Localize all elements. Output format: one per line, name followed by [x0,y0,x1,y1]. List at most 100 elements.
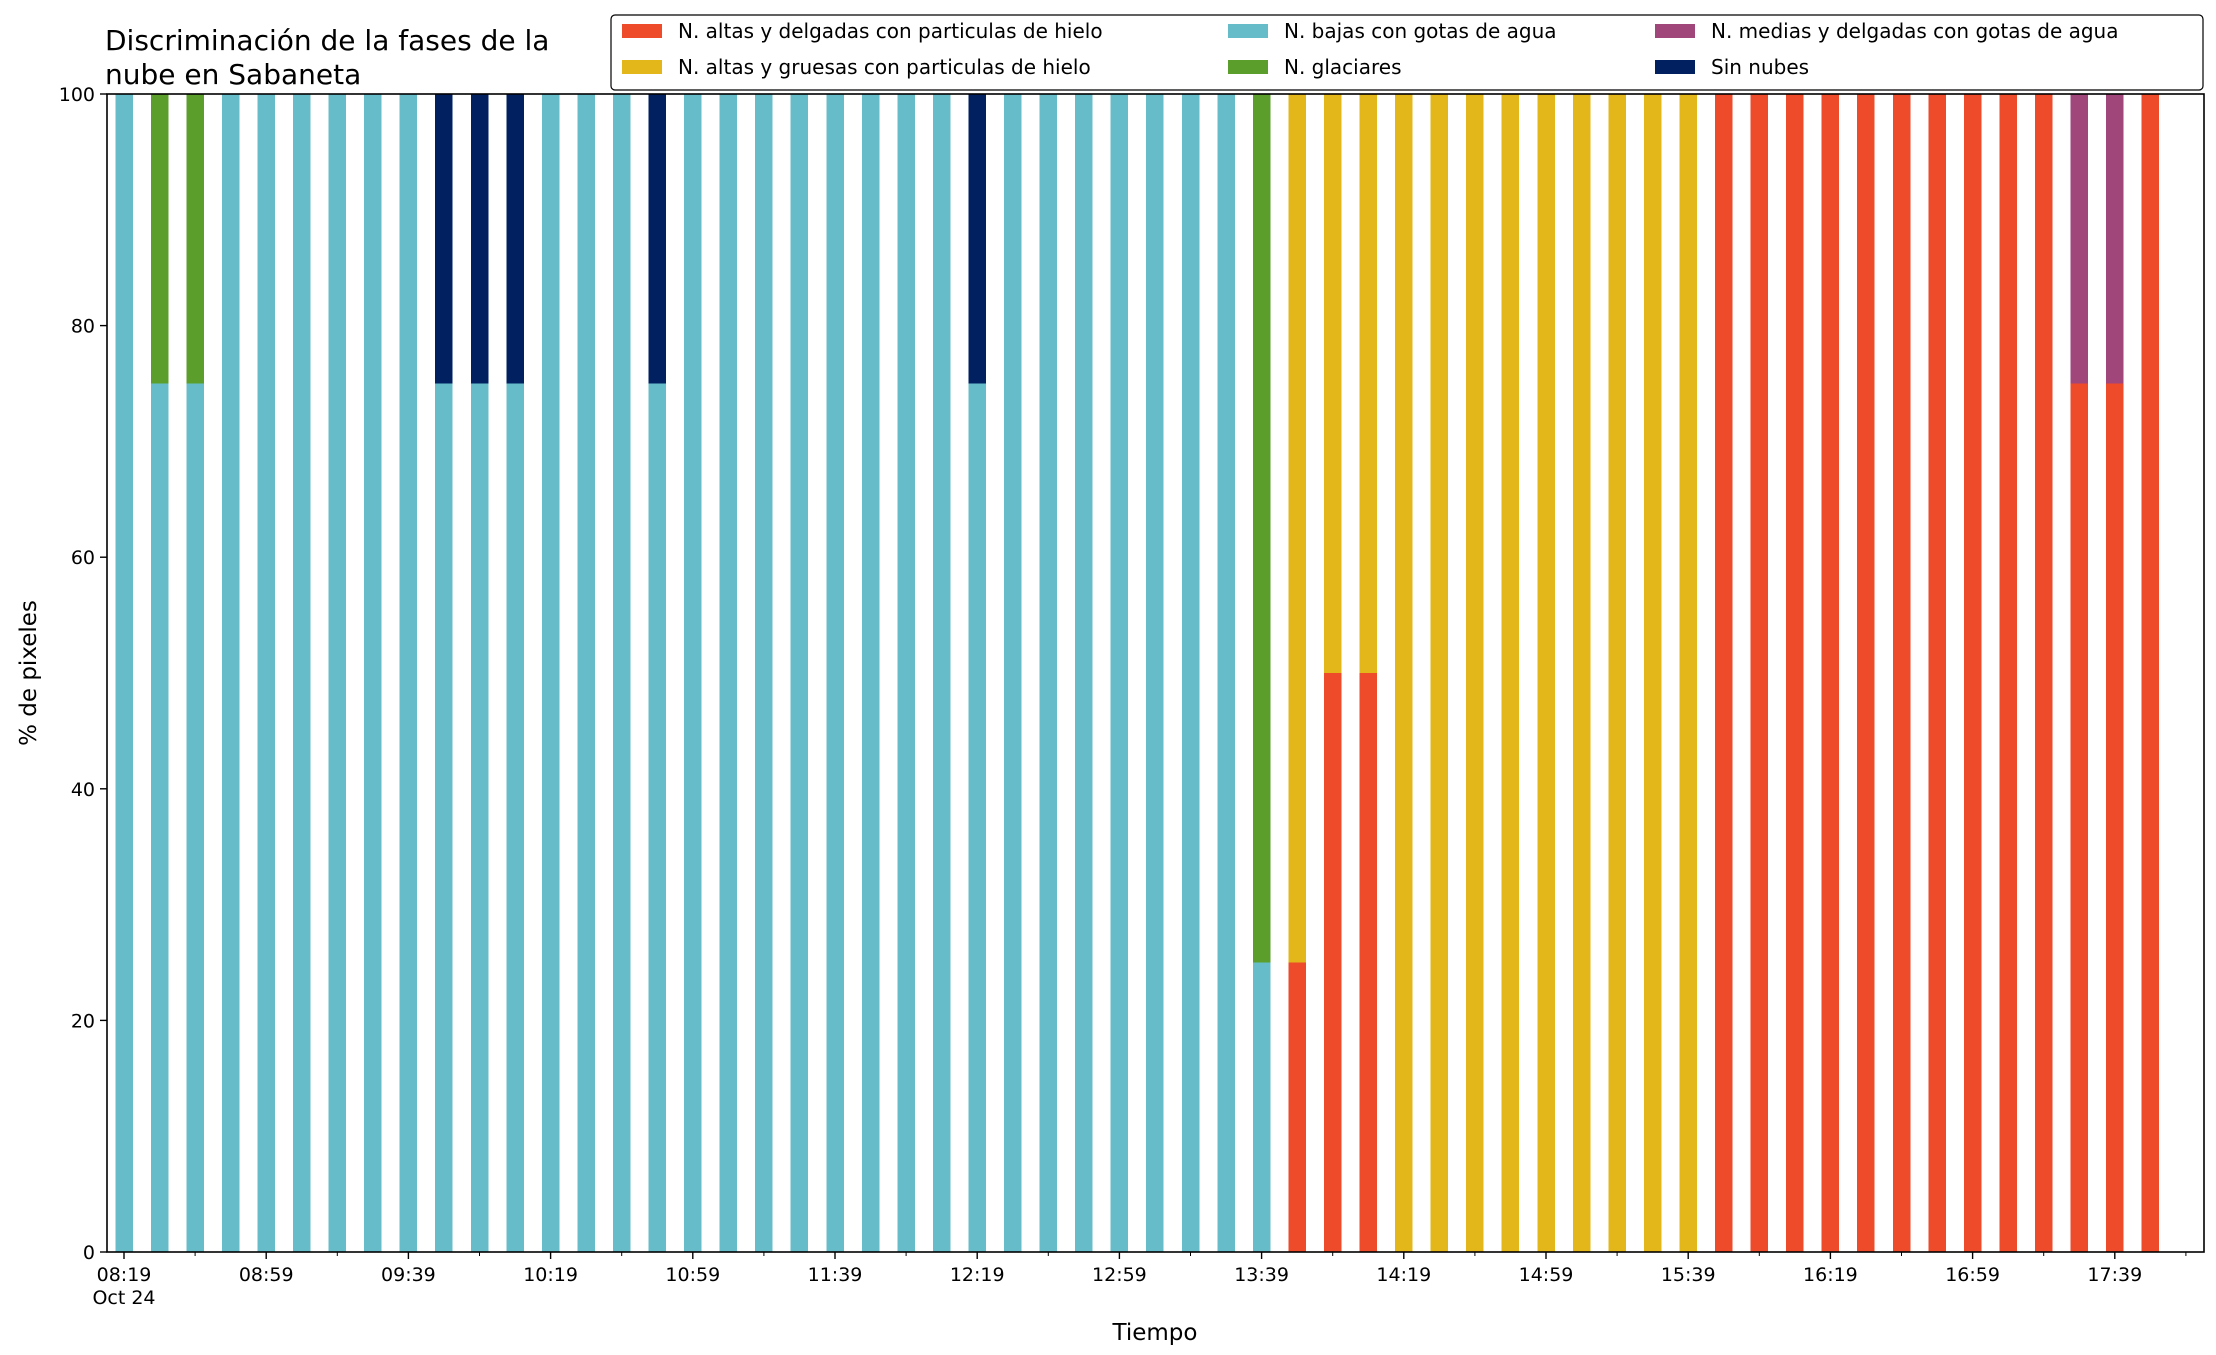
chart-title-line-1: Discriminación de la fases de la [105,24,549,57]
bar-segment-altas_delgadas [1750,94,1769,1252]
bar-segment-bajas [612,94,631,1252]
bar-segment-bajas [1039,94,1058,1252]
bar-segment-altas_gruesas [1359,94,1377,673]
bar-segment-altas_delgadas [1288,962,1306,1252]
x-tick-date-label: Oct 24 [92,1287,155,1309]
bar-segment-altas_gruesas [1466,94,1484,1252]
x-tick-label: 08:59 [239,1264,294,1286]
chart-title-line-2: nube en Sabaneta [105,58,361,91]
y-tick-label: 0 [83,1242,95,1264]
x-tick-label: 08:19 [97,1264,152,1286]
y-tick-label: 40 [71,779,95,801]
chart-title: Discriminación de la fases de la nube en… [105,24,549,91]
bar-segment-bajas [897,94,915,1252]
x-tick-label: 10:19 [523,1264,578,1286]
x-tick-label: 16:59 [1945,1264,2000,1286]
bar-segment-bajas [648,383,666,1252]
bar-segment-bajas [1217,94,1235,1252]
legend-swatch-altas_delgadas [622,24,662,38]
y-tick-label: 20 [71,1010,95,1032]
bar-segment-bajas [1181,94,1200,1252]
bar-segment-bajas [399,94,418,1252]
bar-segment-medias [2070,94,2088,384]
bar-segment-bajas [150,383,169,1252]
bar-segment-altas_delgadas [2070,383,2088,1252]
bar-segment-altas_delgadas [1786,94,1804,1252]
x-axis-label: Tiempo [1112,1320,1198,1346]
bar-segment-bajas [719,94,738,1252]
bar-segment-altas_gruesas [1643,94,1662,1252]
bar-segment-altas_delgadas [1821,94,1840,1252]
bar-segment-altas_delgadas [1963,94,1982,1252]
legend-swatch-altas_gruesas [622,60,662,74]
x-axis: 08:19 08:59 09:39 10:19 10:59 11:39 12:19 12:59… [92,1252,2187,1309]
x-tick-label: 17:39 [2087,1264,2142,1286]
bar-segment-altas_gruesas [1395,94,1413,1252]
legend-swatch-medias [1655,24,1695,38]
legend-swatch-glaciares [1228,60,1268,74]
bar-segment-altas_delgadas [2106,383,2124,1252]
legend-label-altas_delgadas: N. altas y delgadas con particulas de hi… [678,19,1103,43]
bar-segment-altas_gruesas [1430,94,1449,1252]
bar-segment-altas_delgadas [1928,94,1946,1252]
bar-segment-bajas [1004,94,1022,1252]
x-tick-label: 10:59 [665,1264,720,1286]
bar-segment-bajas [115,94,133,1252]
bars-layer [115,94,2160,1252]
bar-segment-bajas [684,94,702,1252]
plot-frame [106,93,2205,1253]
bar-segment-altas_gruesas [1679,94,1697,1252]
bar-segment-sin_nubes [648,94,666,384]
bar-segment-altas_delgadas [1323,673,1342,1252]
bar-segment-bajas [1110,94,1129,1252]
y-tick-label: 80 [71,316,95,338]
bar-segment-bajas [221,94,240,1252]
x-tick-label: 12:19 [950,1264,1005,1286]
bar-segment-bajas [293,94,311,1252]
bar-segment-altas_delgadas [1359,673,1377,1252]
bar-segment-sin_nubes [470,94,489,384]
bar-segment-bajas [861,94,880,1252]
bar-segment-bajas [577,94,595,1252]
x-tick-label: 13:39 [1234,1264,1289,1286]
legend-label-bajas: N. bajas con gotas de agua [1284,19,1557,43]
bar-segment-sin_nubes [968,94,986,384]
bar-segment-altas_delgadas [2141,94,2160,1252]
y-tick-label: 60 [71,547,95,569]
bar-segment-sin_nubes [506,94,524,384]
x-tick-label: 14:59 [1519,1264,1574,1286]
legend-swatch-sin_nubes [1655,60,1695,74]
legend-label-glaciares: N. glaciares [1284,55,1402,79]
bar-segment-bajas [470,383,489,1252]
bar-segment-altas_delgadas [1892,94,1911,1252]
bar-segment-altas_delgadas [1999,94,2017,1252]
bar-segment-altas_gruesas [1572,94,1591,1252]
y-tick-label: 100 [59,84,95,106]
bar-segment-bajas [968,383,986,1252]
x-tick-label: 14:19 [1376,1264,1431,1286]
bar-segment-altas_gruesas [1537,94,1555,1252]
legend-swatch-bajas [1228,24,1268,38]
legend-box [610,14,2204,91]
x-tick-label: 15:39 [1661,1264,1716,1286]
bar-segment-altas_delgadas [1857,94,1875,1252]
bar-segment-bajas [186,383,204,1252]
y-axis-label: % de pixeles [16,600,42,746]
bar-segment-bajas [1146,94,1164,1252]
bar-segment-bajas [932,94,951,1252]
bar-segment-bajas [328,94,347,1252]
bar-segment-glaciares [150,94,169,384]
bar-segment-altas_delgadas [1715,94,1733,1252]
bar-segment-glaciares [186,94,204,384]
bar-segment-sin_nubes [435,94,453,384]
bar-segment-altas_delgadas [2034,94,2053,1252]
x-tick-label: 09:39 [381,1264,436,1286]
bar-segment-bajas [435,383,453,1252]
bar-segment-bajas [364,94,382,1252]
x-tick-label: 11:39 [808,1264,863,1286]
bar-segment-altas_gruesas [1608,94,1626,1252]
bar-segment-altas_gruesas [1288,94,1306,963]
bar-segment-bajas [1252,962,1271,1252]
legend-label-sin_nubes: Sin nubes [1711,55,1809,79]
